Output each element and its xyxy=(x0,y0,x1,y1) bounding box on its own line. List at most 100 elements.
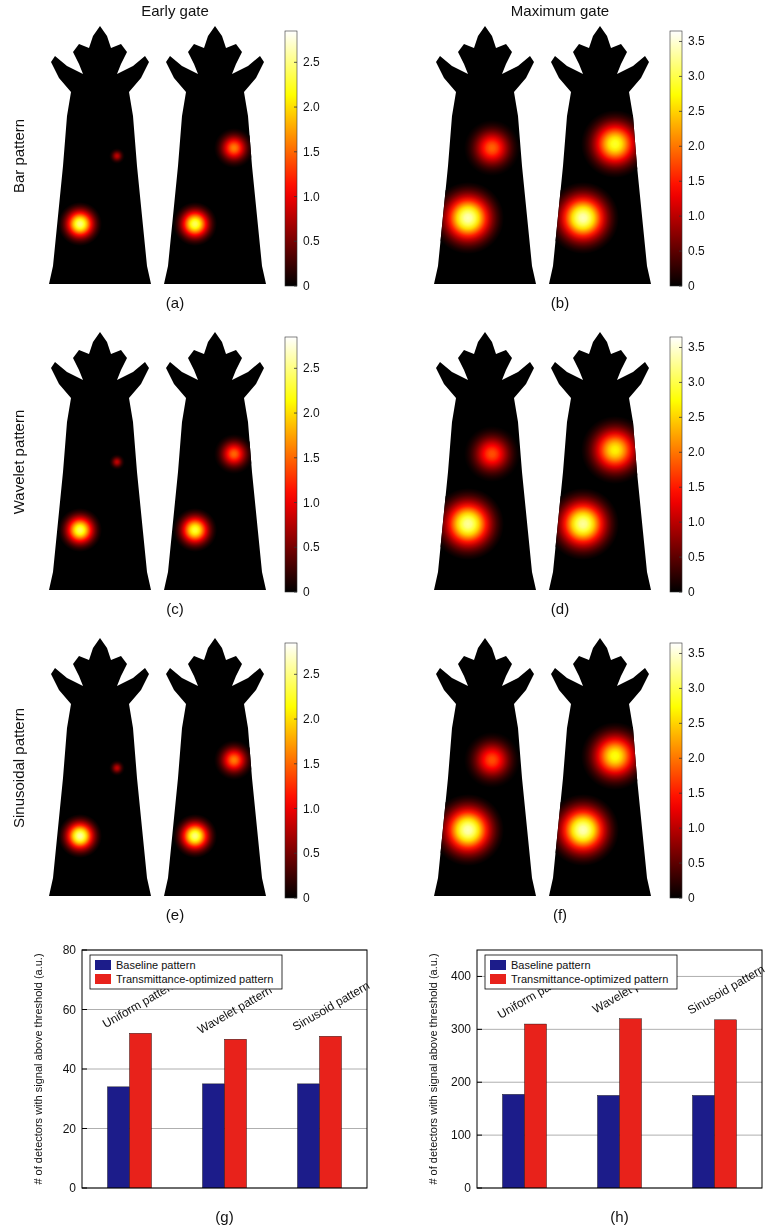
colorbar-tick-label: 3.5 xyxy=(688,646,705,660)
colorbar-tick-label: 1.5 xyxy=(303,451,320,465)
bar-chart: 0100200300400Uniform patternWavelet patt… xyxy=(427,950,767,1225)
colorbar-tick xyxy=(679,347,682,348)
colorbar-tick-label: 3.0 xyxy=(688,69,705,83)
category-label: Sinusoid pattern xyxy=(290,978,372,1033)
plot-frame xyxy=(477,950,762,1188)
colorbar-tick xyxy=(679,592,682,593)
colorbar-tick-label: 2.0 xyxy=(303,406,320,420)
image-panel: 00.51.01.52.02.5(a) xyxy=(49,26,320,311)
bar-chart: 020406080Uniform patternWavelet patternS… xyxy=(32,943,372,1225)
mouse xyxy=(164,26,266,284)
mouse-silhouette xyxy=(164,332,266,590)
row-title: Bar pattern xyxy=(10,119,27,193)
legend-swatch xyxy=(95,960,111,970)
colorbar-tick-label: 3.5 xyxy=(688,340,705,354)
colorbar-tick-label: 3.0 xyxy=(688,375,705,389)
signal-blob xyxy=(464,120,520,176)
colorbar-tick xyxy=(679,863,682,864)
y-tick-label: 200 xyxy=(451,1075,471,1089)
colorbar-tick-label: 0 xyxy=(688,585,695,599)
mouse xyxy=(49,26,151,284)
colorbar-tick-label: 0 xyxy=(303,585,310,599)
signal-blob xyxy=(58,202,102,246)
signal-group xyxy=(173,740,254,858)
y-tick xyxy=(477,1029,482,1030)
signal-blob xyxy=(464,426,520,482)
y-tick xyxy=(82,1009,87,1010)
colorbar-tick xyxy=(679,653,682,654)
bars xyxy=(503,1019,737,1188)
colorbar xyxy=(285,337,297,592)
legend-box xyxy=(485,955,677,989)
colorbar-tick xyxy=(294,719,297,720)
bar xyxy=(108,1087,130,1188)
panel-label: (f) xyxy=(553,906,567,923)
colorbar-tick xyxy=(294,763,297,764)
signal-blob xyxy=(581,722,649,790)
signal-blob xyxy=(432,488,504,560)
y-tick xyxy=(82,1128,87,1129)
bar xyxy=(203,1084,225,1188)
y-tick-label: 300 xyxy=(451,1022,471,1036)
colorbar-tick xyxy=(294,502,297,503)
panel-label: (g) xyxy=(215,1208,233,1225)
signal-group xyxy=(58,454,125,552)
signal-blob xyxy=(214,434,254,474)
mouse xyxy=(49,332,151,590)
signal-blob xyxy=(547,794,619,866)
plot-frame xyxy=(82,950,367,1188)
colorbar-tick-label: 1.5 xyxy=(688,786,705,800)
colorbar-tick xyxy=(679,828,682,829)
panel-label: (a) xyxy=(166,294,184,311)
colorbar-tick-label: 0.5 xyxy=(688,856,705,870)
colorbar-tick xyxy=(679,723,682,724)
colorbar-tick-label: 0 xyxy=(688,279,695,293)
colorbar-tick xyxy=(294,592,297,593)
colorbar xyxy=(285,643,297,898)
mouse-silhouette xyxy=(164,638,266,896)
colorbar-tick-label: 1.0 xyxy=(688,209,705,223)
colorbar-tick-label: 0 xyxy=(688,891,695,905)
y-tick-label: 400 xyxy=(451,969,471,983)
signal-blob xyxy=(109,454,125,470)
colorbar-tick-label: 2.0 xyxy=(688,751,705,765)
mouse xyxy=(547,332,651,590)
colorbar-tick xyxy=(294,457,297,458)
colorbar-tick-label: 2.5 xyxy=(688,410,705,424)
figure: Early gateMaximum gateBar patternWavelet… xyxy=(0,0,780,1232)
colorbar-tick-label: 1.0 xyxy=(688,515,705,529)
bar xyxy=(225,1039,247,1188)
signal-blob xyxy=(58,508,102,552)
bar xyxy=(620,1019,642,1188)
colorbar-tick xyxy=(294,547,297,548)
colorbar-tick xyxy=(679,758,682,759)
signal-blob xyxy=(173,814,217,858)
colorbar-tick xyxy=(679,146,682,147)
colorbar-tick xyxy=(679,522,682,523)
signal-blob xyxy=(581,110,649,178)
legend-swatch xyxy=(490,974,506,984)
legend-box xyxy=(90,955,282,989)
bars xyxy=(108,1033,342,1188)
legend-label: Transmittance-optimized pattern xyxy=(116,973,273,985)
signal-blob xyxy=(109,760,125,776)
colorbar-tick xyxy=(294,151,297,152)
mouse xyxy=(164,638,266,896)
signal-group xyxy=(432,426,520,560)
colorbar-tick xyxy=(294,286,297,287)
colorbar-tick-label: 1.0 xyxy=(303,190,320,204)
category-label: Wavelet pattern xyxy=(195,983,274,1037)
y-tick xyxy=(477,976,482,977)
colorbar-tick-label: 1.5 xyxy=(688,174,705,188)
signal-group xyxy=(173,128,254,246)
colorbar-tick-label: 2.0 xyxy=(303,100,320,114)
signal-blob xyxy=(173,202,217,246)
colorbar-tick-label: 1.0 xyxy=(303,802,320,816)
mouse xyxy=(164,332,266,590)
colorbar-tick-label: 2.5 xyxy=(688,716,705,730)
colorbar-tick xyxy=(679,286,682,287)
signal-blob xyxy=(58,814,102,858)
mouse xyxy=(49,638,151,896)
y-tick-label: 20 xyxy=(63,1122,77,1136)
legend: Baseline patternTransmittance-optimized … xyxy=(485,955,677,989)
